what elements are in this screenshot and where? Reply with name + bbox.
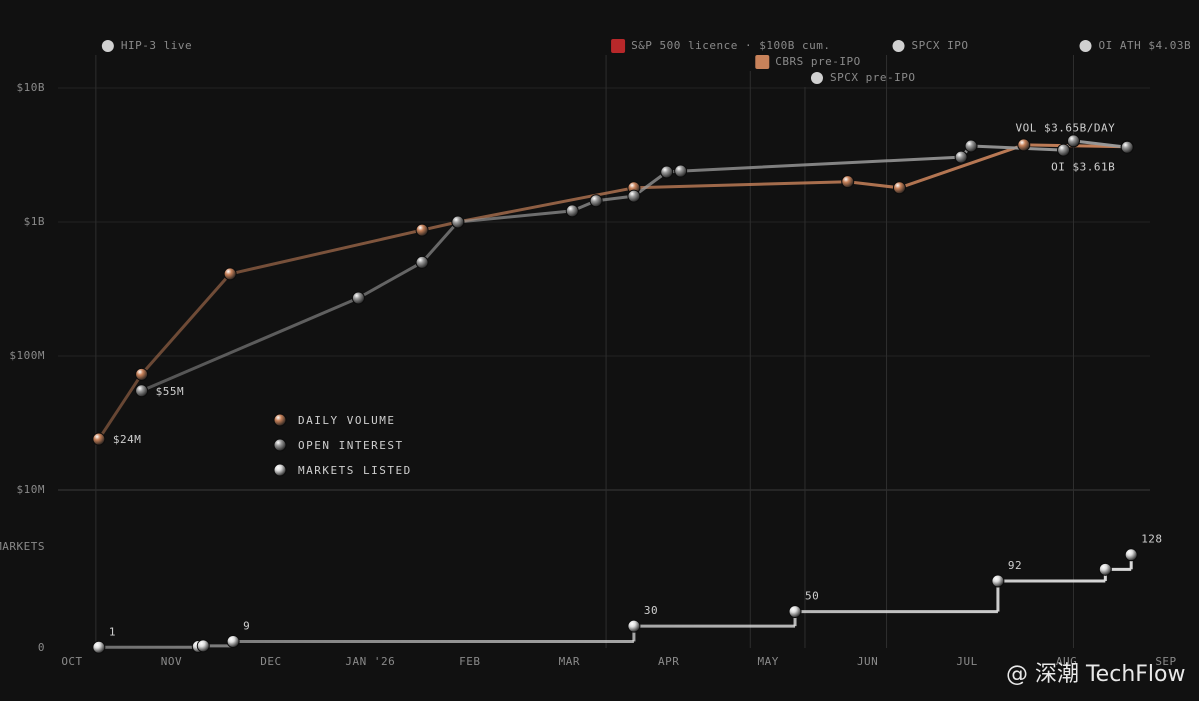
data-point	[415, 255, 429, 269]
data-label: $55M	[156, 385, 185, 398]
y-tick-label: 0	[38, 641, 45, 654]
legend-label: MARKETS LISTED	[298, 464, 412, 477]
legend-marker	[273, 413, 287, 427]
data-label: 128	[1141, 533, 1162, 546]
data-label: VOL $3.65B/DAY	[1015, 122, 1115, 135]
data-point	[788, 605, 802, 619]
x-tick-label: NOV	[161, 655, 182, 668]
data-point	[135, 367, 149, 381]
data-point	[627, 189, 641, 203]
event-label: S&P 500 licence · $100B cum.	[631, 39, 830, 52]
data-point	[223, 267, 237, 281]
legend-label: OPEN INTEREST	[298, 439, 404, 452]
y-tick-label: $1B	[24, 215, 45, 228]
event-label: SPCX pre-IPO	[830, 71, 915, 84]
x-tick-label: APR	[658, 655, 679, 668]
series-line	[141, 139, 1128, 393]
event-label: HIP-3 live	[121, 39, 192, 52]
event-icon	[611, 39, 626, 53]
legend-marker	[273, 438, 287, 452]
x-tick-label: JUN	[857, 655, 878, 668]
x-tick-label: MAY	[757, 655, 778, 668]
data-point	[892, 181, 906, 195]
series-layer	[97, 139, 1133, 649]
data-label: 50	[805, 590, 819, 603]
data-point	[660, 165, 674, 179]
x-tick-label: FEB	[459, 655, 480, 668]
data-point	[92, 432, 106, 446]
event-icon	[810, 72, 823, 84]
data-point	[1124, 548, 1138, 562]
event-icon	[892, 40, 905, 52]
data-point	[589, 194, 603, 208]
label-layer: $10M $100M $1B $10B HIP-3 live S&P 500 licenc…	[0, 39, 1191, 668]
data-label: 30	[644, 604, 658, 617]
data-label: $24M	[113, 433, 141, 446]
data-point	[1057, 143, 1071, 157]
data-point	[451, 215, 465, 229]
data-point	[92, 640, 106, 654]
data-point	[841, 175, 855, 189]
data-point	[135, 384, 149, 398]
data-label: 1	[109, 625, 116, 638]
data-label: 92	[1008, 559, 1022, 572]
event-icon	[755, 55, 770, 69]
event-label: CBRS pre-IPO	[775, 55, 860, 68]
data-point	[415, 223, 429, 237]
y-tick-label: $10M	[17, 483, 46, 496]
data-point	[674, 164, 688, 178]
grid-layer	[58, 55, 1150, 648]
legend-marker	[273, 463, 287, 477]
data-point	[226, 634, 240, 648]
data-point	[964, 139, 978, 153]
data-point	[954, 150, 968, 164]
data-point	[1098, 562, 1112, 576]
x-tick-label: OCT	[61, 655, 82, 668]
data-point	[565, 204, 579, 218]
series-line	[97, 143, 1128, 440]
data-point	[1067, 134, 1081, 148]
event-label: SPCX IPO	[912, 39, 969, 52]
x-tick-label: JUL	[956, 655, 977, 668]
data-label: OI $3.61B	[1051, 160, 1115, 173]
data-point	[351, 291, 365, 305]
legend-label: DAILY VOLUME	[298, 414, 395, 427]
y-tick-label: $100M	[9, 349, 45, 362]
data-point	[627, 619, 641, 633]
event-icon	[1079, 40, 1092, 52]
data-point	[1120, 140, 1134, 154]
x-tick-label: DEC	[260, 655, 281, 668]
watermark: @ 深潮 TechFlow	[1006, 662, 1185, 687]
x-tick-label: MAR	[559, 655, 580, 668]
event-icon	[101, 40, 114, 52]
data-label: 9	[243, 619, 250, 632]
y-tick-label: $10B	[17, 81, 46, 94]
x-tick-label: AUG	[1056, 655, 1077, 668]
y-axis-label: MARKETS	[0, 540, 45, 553]
data-point	[196, 639, 210, 653]
x-tick-label: JAN '26	[345, 655, 395, 668]
event-label: OI ATH $4.03B	[1099, 39, 1192, 52]
x-tick-label: SEP	[1155, 655, 1176, 668]
data-point	[991, 574, 1005, 588]
data-point	[1017, 138, 1031, 152]
